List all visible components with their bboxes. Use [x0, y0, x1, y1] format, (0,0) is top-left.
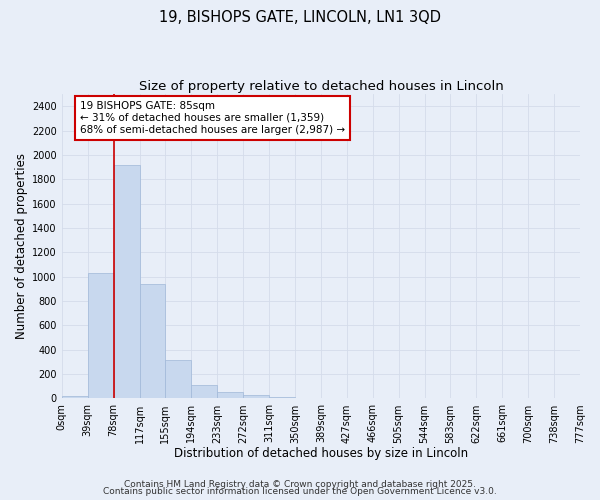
Bar [243, 395, 269, 398]
Text: 19 BISHOPS GATE: 85sqm
← 31% of detached houses are smaller (1,359)
68% of semi-: 19 BISHOPS GATE: 85sqm ← 31% of detached… [80, 102, 345, 134]
Title: Size of property relative to detached houses in Lincoln: Size of property relative to detached ho… [139, 80, 503, 93]
X-axis label: Distribution of detached houses by size in Lincoln: Distribution of detached houses by size … [174, 447, 468, 460]
Bar [191, 385, 217, 398]
Bar [113, 165, 140, 398]
Text: 19, BISHOPS GATE, LINCOLN, LN1 3QD: 19, BISHOPS GATE, LINCOLN, LN1 3QD [159, 10, 441, 25]
Bar [217, 392, 243, 398]
Text: Contains HM Land Registry data © Crown copyright and database right 2025.: Contains HM Land Registry data © Crown c… [124, 480, 476, 489]
Bar [140, 284, 166, 399]
Bar [88, 273, 113, 398]
Bar [166, 360, 191, 399]
Text: Contains public sector information licensed under the Open Government Licence v3: Contains public sector information licen… [103, 487, 497, 496]
Y-axis label: Number of detached properties: Number of detached properties [15, 154, 28, 340]
Bar [62, 396, 88, 398]
